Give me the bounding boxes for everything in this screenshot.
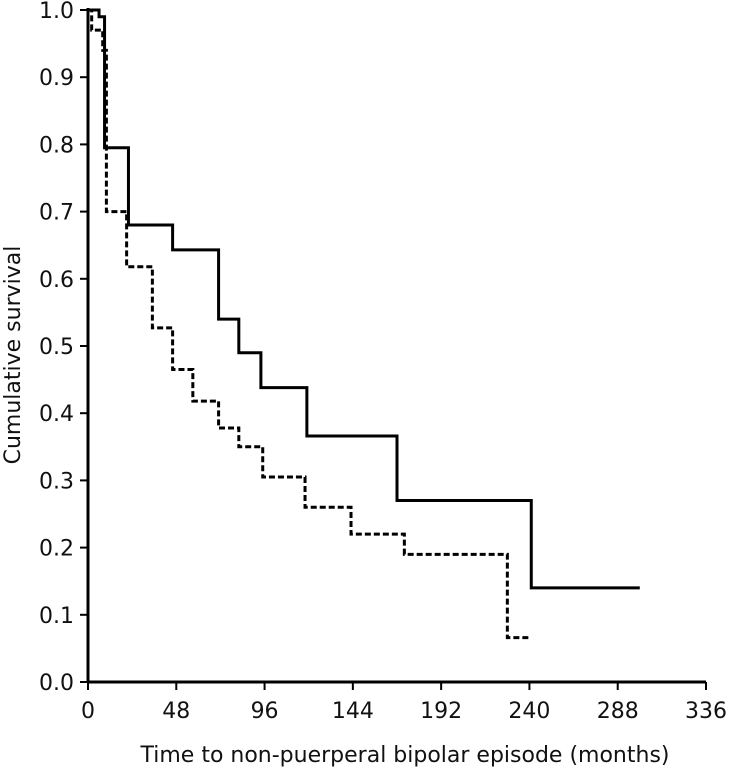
y-tick-label: 0.3 bbox=[39, 469, 74, 494]
y-tick-label: 1.0 bbox=[39, 0, 74, 24]
y-ticks: 0.0 0.1 0.2 0.3 0.4 0.5 0.6 0.7 0.8 0.9 1.0 bbox=[39, 0, 88, 696]
plot-series bbox=[88, 8, 640, 640]
x-tick-label: 48 bbox=[162, 699, 190, 724]
y-tick-label: 0.8 bbox=[39, 133, 74, 158]
y-tick-label: 0.5 bbox=[39, 335, 74, 360]
axes bbox=[86, 8, 706, 684]
y-tick-label: 0.7 bbox=[39, 201, 74, 226]
y-tick-label: 0.0 bbox=[39, 671, 74, 696]
x-tick-label: 0 bbox=[81, 699, 95, 724]
y-tick-label: 0.1 bbox=[39, 604, 74, 629]
series-line-solid bbox=[88, 8, 640, 590]
series-line-dashed bbox=[88, 8, 530, 640]
x-tick-label: 96 bbox=[251, 699, 279, 724]
x-tick-label: 240 bbox=[508, 699, 550, 724]
x-tick-label: 192 bbox=[420, 699, 462, 724]
x-tick-label: 288 bbox=[597, 699, 639, 724]
x-ticks: 0 48 96 144 192 240 288 336 bbox=[81, 682, 727, 724]
x-axis-title: Time to non-puerperal bipolar episode (m… bbox=[139, 743, 669, 768]
y-tick-label: 0.4 bbox=[39, 402, 74, 427]
y-axis-title: Cumulative survival bbox=[1, 246, 26, 465]
x-tick-label: 336 bbox=[685, 699, 727, 724]
y-tick-label: 0.6 bbox=[39, 268, 74, 293]
y-tick-label: 0.2 bbox=[39, 537, 74, 562]
x-tick-label: 144 bbox=[332, 699, 374, 724]
y-tick-label: 0.9 bbox=[39, 66, 74, 91]
